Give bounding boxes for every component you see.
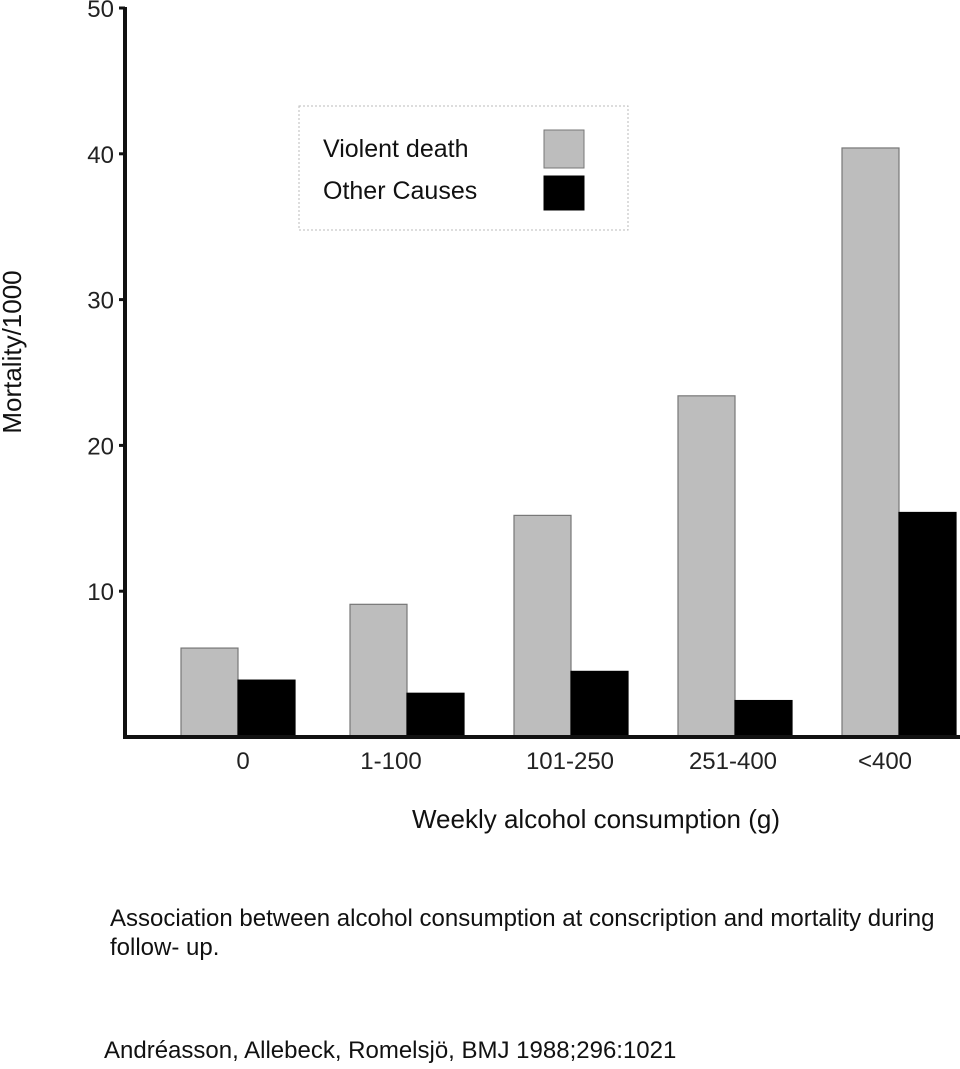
- citation: Andréasson, Allebeck, Romelsjö, BMJ 1988…: [104, 1037, 677, 1064]
- bars-group: [180, 147, 957, 738]
- bar-other-causes-4: [898, 511, 957, 738]
- y-tick-label-10: 10: [87, 579, 114, 606]
- legend-swatch-other-causes: [543, 175, 585, 211]
- x-tick-label-0: 0: [236, 748, 249, 775]
- bar-violent-death-3: [677, 395, 736, 738]
- x-axis-title: Weekly alcohol consumption (g): [412, 804, 780, 834]
- legend-swatch-violent-death: [543, 129, 585, 169]
- bar-violent-death-2: [513, 514, 572, 738]
- legend-label-violent-death: Violent death: [323, 135, 469, 163]
- x-tick-label-3: 251-400: [689, 748, 777, 775]
- figure-caption: Association between alcohol consumption …: [110, 905, 935, 961]
- bar-other-causes-3: [734, 699, 793, 738]
- y-tick-label-20: 20: [87, 433, 114, 460]
- y-ticks-group: 10 20 30 40 50: [87, 0, 125, 606]
- bar-chart: 10 20 30 40 50 0 1-100 101-250 251-400 <400 Week…: [0, 0, 960, 834]
- x-ticks-group: 0 1-100 101-250 251-400 <400: [236, 748, 912, 775]
- x-tick-label-4: <400: [858, 748, 912, 775]
- y-tick-label-30: 30: [87, 288, 114, 315]
- bar-violent-death-0: [180, 647, 239, 738]
- axes-group: [123, 7, 960, 739]
- y-axis-title: Mortality/1000: [0, 270, 27, 433]
- y-tick-label-50: 50: [87, 0, 114, 23]
- legend: Violent death Other Causes: [298, 105, 629, 231]
- x-tick-label-1: 1-100: [360, 748, 421, 775]
- bar-other-causes-1: [406, 692, 465, 738]
- legend-label-other-causes: Other Causes: [323, 177, 477, 205]
- bar-other-causes-2: [570, 670, 629, 738]
- bar-violent-death-1: [349, 603, 408, 738]
- y-tick-label-40: 40: [87, 142, 114, 169]
- x-tick-label-2: 101-250: [526, 748, 614, 775]
- bar-violent-death-4: [841, 147, 900, 738]
- bar-other-causes-0: [237, 679, 296, 738]
